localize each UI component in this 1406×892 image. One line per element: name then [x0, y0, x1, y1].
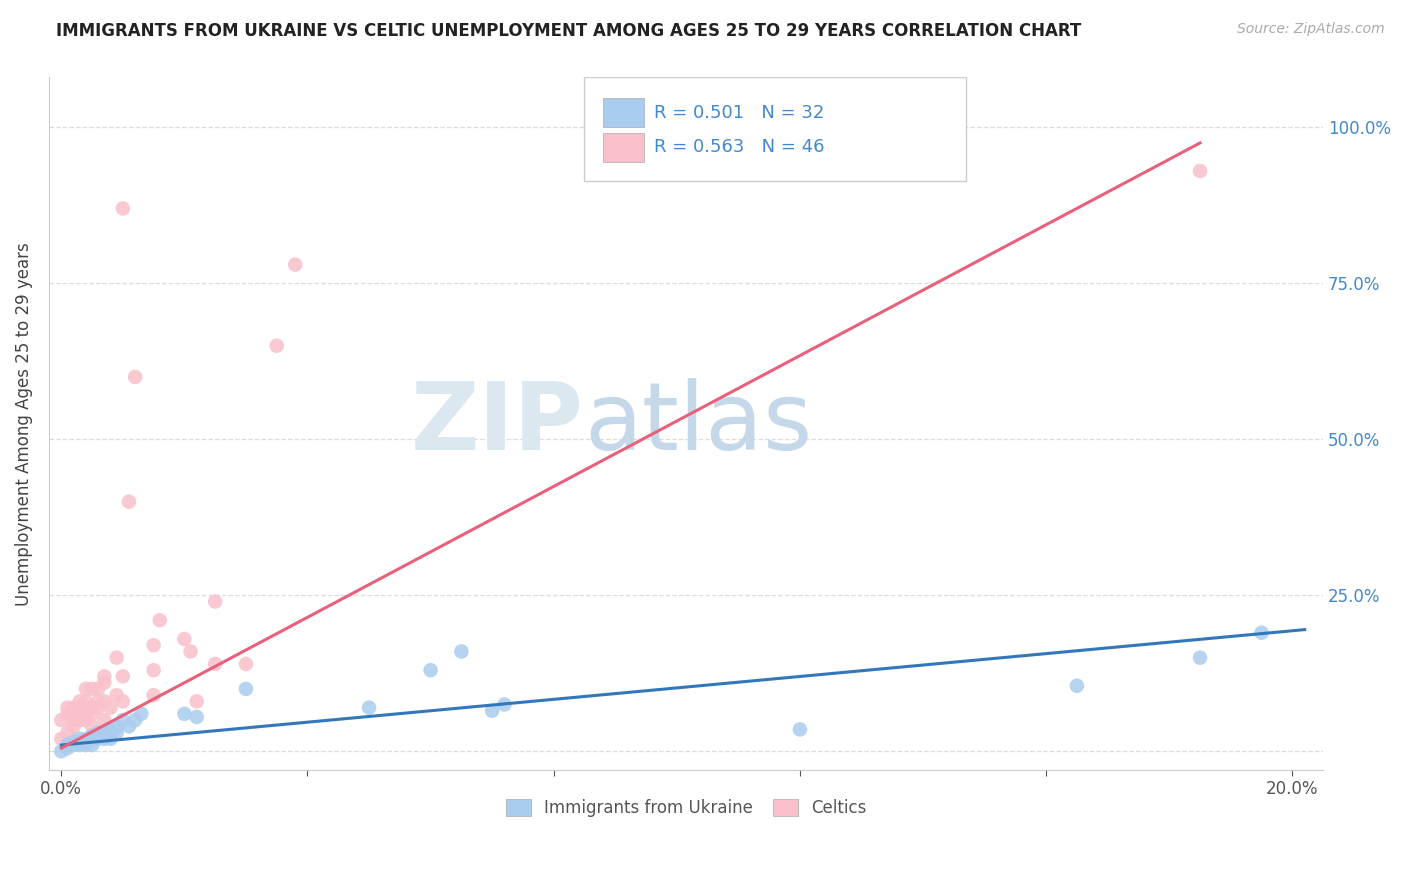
- Point: [69, 713, 91, 727]
- Point: [62, 719, 84, 733]
- Point: [180, 644, 202, 658]
- Point: [93, 694, 115, 708]
- Point: [75, 706, 97, 721]
- Point: [69, 706, 91, 721]
- Point: [118, 719, 141, 733]
- Point: [357, 700, 380, 714]
- Point: [80, 738, 103, 752]
- Point: [111, 202, 134, 216]
- Point: [69, 700, 91, 714]
- Point: [93, 725, 115, 739]
- Point: [173, 706, 195, 721]
- Point: [111, 669, 134, 683]
- Point: [87, 694, 110, 708]
- FancyBboxPatch shape: [603, 98, 644, 128]
- Point: [87, 725, 110, 739]
- Point: [56, 706, 79, 721]
- FancyBboxPatch shape: [583, 78, 966, 181]
- Point: [204, 657, 226, 671]
- Point: [56, 741, 79, 756]
- Point: [80, 719, 103, 733]
- Point: [235, 657, 257, 671]
- Point: [93, 729, 115, 743]
- Point: [186, 694, 208, 708]
- Point: [75, 731, 97, 746]
- Point: [93, 713, 115, 727]
- Point: [1189, 164, 1212, 178]
- Text: Source: ZipAtlas.com: Source: ZipAtlas.com: [1237, 22, 1385, 37]
- Point: [80, 731, 103, 746]
- Point: [69, 738, 91, 752]
- Point: [93, 675, 115, 690]
- Point: [111, 694, 134, 708]
- Point: [173, 632, 195, 646]
- Point: [51, 744, 73, 758]
- Point: [62, 735, 84, 749]
- Point: [450, 644, 472, 658]
- Point: [100, 723, 122, 737]
- Point: [62, 738, 84, 752]
- Point: [124, 713, 146, 727]
- Point: [93, 731, 115, 746]
- Point: [56, 725, 79, 739]
- Point: [69, 694, 91, 708]
- Text: R = 0.501   N = 32: R = 0.501 N = 32: [654, 103, 824, 122]
- FancyBboxPatch shape: [603, 133, 644, 162]
- Text: IMMIGRANTS FROM UKRAINE VS CELTIC UNEMPLOYMENT AMONG AGES 25 TO 29 YEARS CORRELA: IMMIGRANTS FROM UKRAINE VS CELTIC UNEMPL…: [56, 22, 1081, 40]
- Point: [75, 694, 97, 708]
- Legend: Immigrants from Ukraine, Celtics: Immigrants from Ukraine, Celtics: [499, 792, 873, 824]
- Point: [87, 729, 110, 743]
- Point: [69, 731, 91, 746]
- Point: [266, 339, 288, 353]
- Point: [51, 713, 73, 727]
- Point: [789, 723, 811, 737]
- Point: [80, 706, 103, 721]
- Point: [80, 729, 103, 743]
- Point: [481, 704, 503, 718]
- Point: [87, 681, 110, 696]
- Point: [75, 738, 97, 752]
- Point: [75, 681, 97, 696]
- Y-axis label: Unemployment Among Ages 25 to 29 years: Unemployment Among Ages 25 to 29 years: [15, 242, 32, 606]
- Point: [235, 681, 257, 696]
- Point: [56, 700, 79, 714]
- Point: [105, 719, 128, 733]
- Point: [186, 710, 208, 724]
- Point: [1250, 625, 1272, 640]
- Text: atlas: atlas: [583, 377, 813, 470]
- Point: [105, 650, 128, 665]
- Point: [149, 613, 172, 627]
- Point: [284, 258, 307, 272]
- Point: [111, 713, 134, 727]
- Point: [75, 713, 97, 727]
- Point: [100, 731, 122, 746]
- Point: [118, 494, 141, 508]
- Point: [131, 706, 153, 721]
- Point: [69, 735, 91, 749]
- Point: [93, 669, 115, 683]
- Point: [204, 594, 226, 608]
- Point: [87, 731, 110, 746]
- Point: [51, 731, 73, 746]
- Point: [1066, 679, 1088, 693]
- Point: [419, 663, 441, 677]
- Point: [62, 713, 84, 727]
- Point: [142, 638, 165, 652]
- Point: [142, 663, 165, 677]
- Point: [62, 700, 84, 714]
- Point: [100, 700, 122, 714]
- Point: [100, 725, 122, 739]
- Point: [494, 698, 516, 712]
- Point: [105, 725, 128, 739]
- Point: [80, 700, 103, 714]
- Point: [124, 370, 146, 384]
- Point: [56, 738, 79, 752]
- Text: R = 0.563   N = 46: R = 0.563 N = 46: [654, 138, 825, 156]
- Point: [142, 688, 165, 702]
- Text: ZIP: ZIP: [411, 377, 583, 470]
- Point: [1189, 650, 1212, 665]
- Point: [87, 700, 110, 714]
- Point: [80, 681, 103, 696]
- Point: [105, 688, 128, 702]
